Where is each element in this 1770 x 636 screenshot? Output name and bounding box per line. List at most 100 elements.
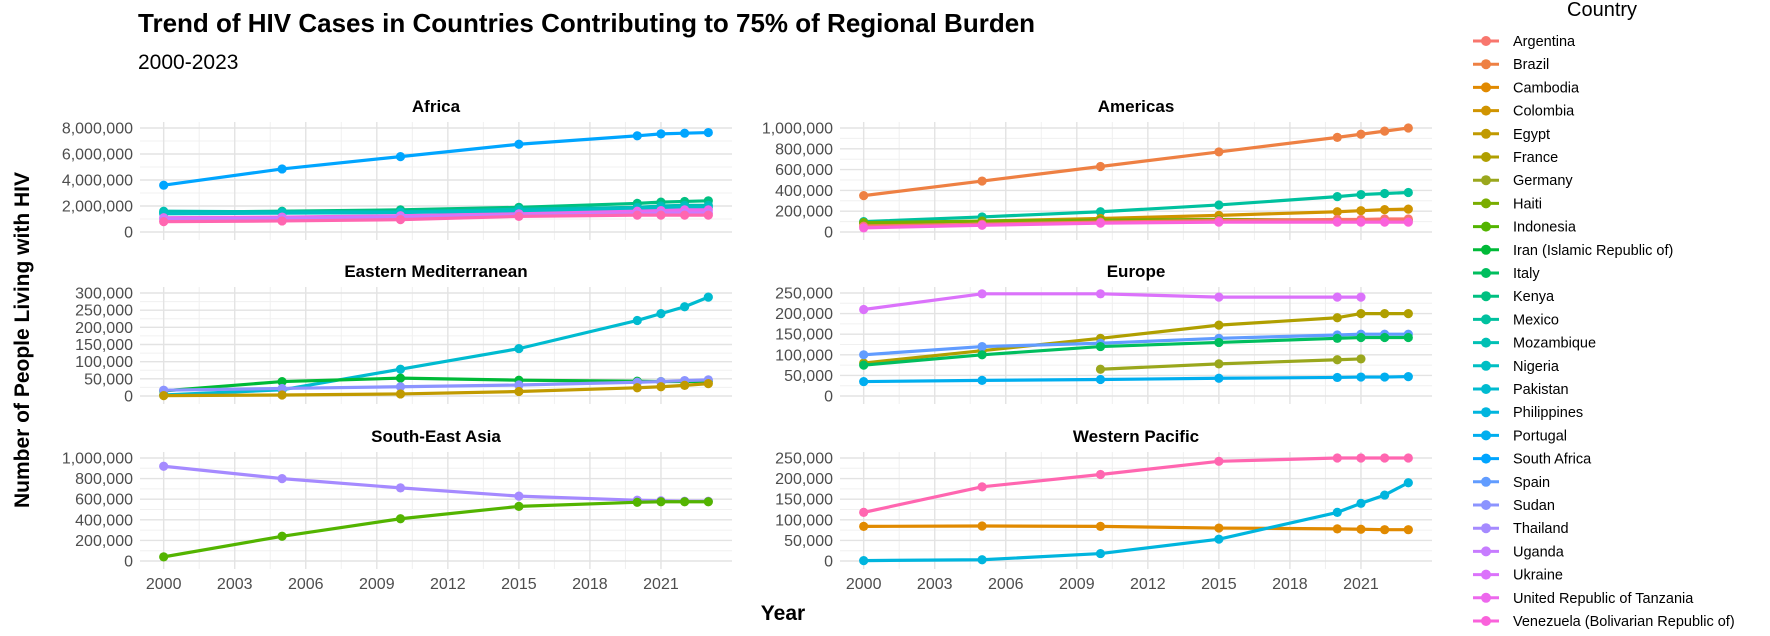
legend-label: Spain xyxy=(1513,475,1550,491)
data-point xyxy=(514,344,524,354)
data-point xyxy=(1214,359,1224,369)
data-point xyxy=(632,131,642,141)
x-tick-label: 2009 xyxy=(359,576,395,593)
legend-key-point xyxy=(1481,337,1491,348)
data-point xyxy=(703,292,713,302)
data-point xyxy=(277,164,287,174)
data-point xyxy=(277,474,287,484)
data-point xyxy=(1332,453,1342,463)
y-tick-label: 600,000 xyxy=(775,162,833,179)
data-point xyxy=(159,391,169,401)
data-point xyxy=(1356,129,1366,139)
data-point xyxy=(656,309,666,319)
series xyxy=(159,379,713,401)
series xyxy=(859,217,1413,233)
legend-key-point xyxy=(1481,592,1491,603)
data-point xyxy=(632,315,642,326)
legend-label: Argentina xyxy=(1513,34,1576,50)
y-tick-label: 200,000 xyxy=(75,320,133,337)
legend-key-point xyxy=(1481,476,1491,487)
y-tick-label: 0 xyxy=(124,389,133,406)
y-tick-label: 0 xyxy=(824,554,833,571)
x-tick-label: 2003 xyxy=(217,576,253,593)
x-tick-label: 2021 xyxy=(1343,576,1379,593)
data-point xyxy=(680,302,690,312)
data-point xyxy=(859,555,869,566)
legend-key-point xyxy=(1481,360,1491,371)
data-point xyxy=(1095,548,1106,559)
legend-entry: Colombia xyxy=(1473,104,1575,120)
x-tick-label: 2018 xyxy=(572,576,608,593)
legend-entry: South Africa xyxy=(1473,452,1592,468)
data-point xyxy=(680,380,690,390)
data-point xyxy=(1214,523,1224,533)
series xyxy=(859,372,1413,387)
x-axis-title: Year xyxy=(761,602,805,625)
legend-entry: Portugal xyxy=(1473,428,1567,444)
y-tick-label: 100,000 xyxy=(75,354,133,371)
y-tick-label: 800,000 xyxy=(75,471,133,488)
data-point xyxy=(1095,207,1106,217)
panel-south-east-asia: South-East Asia 0 200,000 400,000 600,000 800… xyxy=(62,427,732,593)
data-point xyxy=(632,497,642,507)
y-tick-label: 300,000 xyxy=(75,286,133,303)
legend-key-point xyxy=(1481,384,1491,394)
panel-title: Eastern Mediterranean xyxy=(344,262,527,281)
data-point xyxy=(1356,217,1366,227)
data-point xyxy=(859,507,869,517)
x-tick-label: 2009 xyxy=(1059,576,1095,593)
legend-label: Mozambique xyxy=(1513,336,1596,352)
data-point xyxy=(1095,521,1106,531)
y-tick-label: 0 xyxy=(124,554,133,571)
series-line xyxy=(162,500,710,559)
data-point xyxy=(1332,292,1342,302)
data-point xyxy=(1380,372,1390,382)
data-point xyxy=(680,210,690,220)
data-point xyxy=(1356,453,1366,463)
legend-label: Germany xyxy=(1513,173,1573,189)
legend-label: Haiti xyxy=(1513,196,1542,212)
legend-label: Italy xyxy=(1513,266,1540,282)
data-point xyxy=(703,127,713,138)
data-point xyxy=(1095,469,1106,480)
panel-western-pacific: Western Pacific 0 50,000 100,000 150,000 200,… xyxy=(775,427,1432,593)
series xyxy=(859,453,1413,517)
data-point xyxy=(1214,456,1224,466)
legend-key-point xyxy=(1481,82,1491,93)
y-tick-label: 50,000 xyxy=(84,371,133,388)
series-line xyxy=(862,524,1410,532)
legend-key-point xyxy=(1481,59,1491,70)
legend-label: Indonesia xyxy=(1513,220,1577,236)
data-point xyxy=(277,383,287,394)
data-point xyxy=(1380,525,1390,535)
data-point xyxy=(1095,364,1106,374)
data-point xyxy=(159,217,169,227)
legend-label: South Africa xyxy=(1513,452,1592,468)
data-point xyxy=(1356,372,1366,382)
data-point xyxy=(1380,453,1390,463)
legend-entry: United Republic of Tanzania xyxy=(1473,591,1694,607)
legend-label: Venezuela (Bolivarian Republic of) xyxy=(1513,614,1735,630)
data-point xyxy=(977,289,987,299)
y-tick-label: 200,000 xyxy=(775,306,833,323)
legend-label: Sudan xyxy=(1513,498,1555,514)
y-tick-label: 600,000 xyxy=(75,492,133,509)
data-point xyxy=(1403,332,1413,343)
data-point xyxy=(977,482,987,492)
y-tick-label: 150,000 xyxy=(775,327,833,344)
y-tick-label: 200,000 xyxy=(775,471,833,488)
legend-label: Cambodia xyxy=(1513,80,1580,96)
data-point xyxy=(1214,200,1224,210)
data-point xyxy=(1380,490,1390,500)
x-tick-label: 2012 xyxy=(1130,576,1166,593)
legend-key-point xyxy=(1481,175,1491,186)
legend-key-point xyxy=(1481,152,1491,162)
legend-title: Country xyxy=(1567,0,1637,21)
data-point xyxy=(1332,217,1342,227)
legend-entry: Pakistan xyxy=(1473,382,1569,398)
series xyxy=(859,289,1366,315)
series-line xyxy=(162,130,710,187)
y-tick-label: 400,000 xyxy=(75,512,133,529)
y-tick-label: 1,000,000 xyxy=(62,451,133,468)
